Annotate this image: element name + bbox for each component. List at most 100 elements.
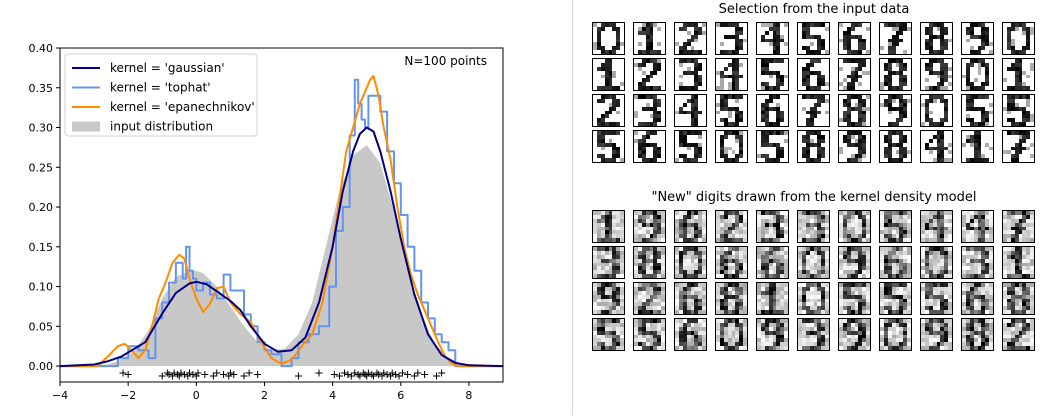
digit-image-5 [920, 282, 953, 315]
x-tick-label: 2 [261, 389, 268, 402]
sample-point-marker [433, 372, 441, 380]
input-digits-title: Selection from the input data [718, 2, 910, 17]
sample-point-marker [368, 371, 376, 379]
digit-image-5 [592, 318, 625, 351]
digit-image-0 [797, 246, 830, 279]
digit-image-2 [633, 282, 666, 315]
sample-point-marker [170, 369, 178, 377]
digit-image-4 [920, 210, 953, 243]
legend-box [64, 53, 258, 137]
sample-point-marker [370, 372, 378, 380]
digit-image-8 [715, 282, 748, 315]
kde-density-chart: −4 −2 0 2 4 6 8 0.00 0.05 0.10 0.15 0.20 0.25 0.30 0.… [29, 42, 504, 402]
sample-point-marker [388, 369, 396, 377]
digit-image-0 [920, 246, 953, 279]
digit-image-3 [756, 210, 789, 243]
y-tick-label: 0.35 [29, 82, 54, 95]
sample-point-marker [225, 372, 233, 380]
digit-image-3 [715, 22, 748, 55]
digit-image-4 [920, 130, 953, 163]
sample-point-marker [373, 369, 381, 377]
digit-image-5 [1002, 94, 1035, 127]
digit-image-5 [838, 282, 871, 315]
digit-image-9 [756, 318, 789, 351]
digit-image-5 [879, 282, 912, 315]
sample-point-marker [124, 371, 132, 379]
digit-image-3 [797, 210, 830, 243]
digit-image-1 [592, 58, 625, 91]
digit-image-0 [715, 318, 748, 351]
digit-image-1 [592, 210, 625, 243]
sample-point-marker [213, 369, 221, 377]
digit-image-1 [1002, 246, 1035, 279]
digit-image-7 [1002, 210, 1035, 243]
legend-label: kernel = 'gaussian' [110, 61, 225, 75]
digit-image-0 [838, 210, 871, 243]
digit-image-0 [879, 318, 912, 351]
sample-point-marker [364, 369, 372, 377]
digit-image-2 [633, 58, 666, 91]
digits-panel: Selection from the input data "New" digi… [580, 0, 1048, 415]
digit-image-6 [961, 282, 994, 315]
digit-image-6 [674, 318, 707, 351]
digit-image-9 [592, 282, 625, 315]
sample-point-marker [361, 371, 369, 379]
digit-image-0 [920, 94, 953, 127]
kde-chart-panel: −4 −2 0 2 4 6 8 0.00 0.05 0.10 0.15 0.20 0.25 0.30 0.… [29, 42, 504, 402]
digit-image-9 [920, 58, 953, 91]
sample-point-marker [230, 371, 238, 379]
digit-image-9 [920, 318, 953, 351]
sample-point-marker [175, 372, 183, 380]
digit-image-2 [1002, 318, 1035, 351]
kde-line-gaussian [59, 126, 504, 368]
digit-image-3 [674, 58, 707, 91]
sample-point-marker [180, 371, 188, 379]
sample-point-marker [438, 369, 446, 377]
digit-image-6 [715, 246, 748, 279]
digit-image-4 [674, 94, 707, 127]
digit-image-5 [797, 22, 830, 55]
digit-image-5 [879, 210, 912, 243]
sample-point-marker [158, 372, 166, 380]
sample-point-marker [383, 371, 391, 379]
digit-image-5 [633, 318, 666, 351]
y-tick-label: 0.00 [29, 360, 54, 373]
sample-point-marker [201, 371, 209, 379]
sample-point-marker [410, 372, 418, 380]
digit-image-0 [961, 58, 994, 91]
digit-image-3 [961, 246, 994, 279]
y-tick-label: 0.25 [29, 161, 54, 174]
sample-point-marker [174, 371, 182, 379]
digit-image-6 [797, 58, 830, 91]
sample-point-marker [189, 371, 197, 379]
legend-label: kernel = 'tophat' [110, 81, 211, 95]
digit-image-6 [756, 246, 789, 279]
digit-image-6 [756, 94, 789, 127]
digit-image-9 [838, 318, 871, 351]
kde-line-epanechnikov [60, 74, 503, 368]
sample-point-marker [185, 369, 193, 377]
digit-image-7 [879, 22, 912, 55]
digit-image-6 [674, 282, 707, 315]
y-tick-label: 0.10 [29, 281, 54, 294]
sample-point-marker [254, 371, 262, 379]
digit-image-3 [633, 94, 666, 127]
digit-image-7 [838, 58, 871, 91]
digit-image-0 [592, 22, 625, 55]
legend-label: kernel = 'epanechnikov' [110, 100, 255, 114]
digit-image-5 [674, 130, 707, 163]
panel-divider [572, 0, 573, 415]
digit-image-1 [756, 282, 789, 315]
legend-label: input distribution [110, 120, 213, 134]
legend-swatch [72, 121, 100, 132]
digit-image-0 [1002, 22, 1035, 55]
digit-image-0 [674, 246, 707, 279]
sample-point-marker [378, 372, 386, 380]
sample-point-marker [351, 369, 359, 377]
digit-image-8 [633, 246, 666, 279]
digit-image-5 [961, 94, 994, 127]
sample-point-marker [347, 372, 355, 380]
input-distribution-area [60, 145, 503, 367]
sample-point-marker [392, 371, 400, 379]
y-tick-label: 0.40 [29, 42, 54, 55]
